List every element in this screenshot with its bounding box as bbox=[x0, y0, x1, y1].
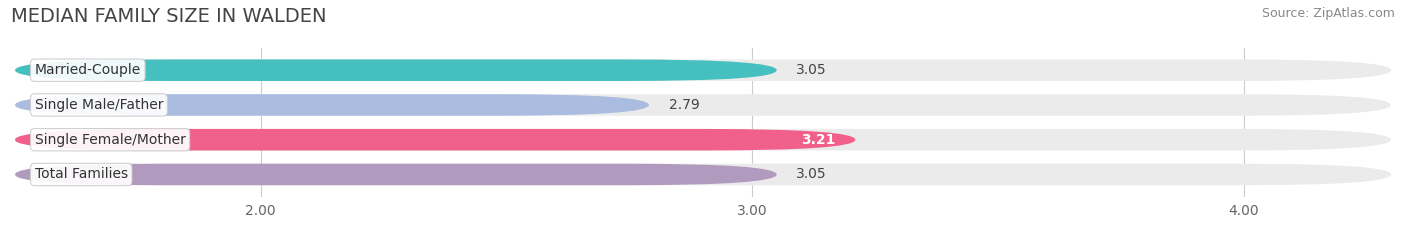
FancyBboxPatch shape bbox=[15, 129, 855, 151]
Text: Single Female/Mother: Single Female/Mother bbox=[35, 133, 186, 147]
FancyBboxPatch shape bbox=[15, 164, 776, 185]
FancyBboxPatch shape bbox=[15, 129, 1391, 151]
FancyBboxPatch shape bbox=[15, 59, 1391, 81]
Text: 2.79: 2.79 bbox=[669, 98, 699, 112]
Text: 3.05: 3.05 bbox=[796, 63, 827, 77]
Text: 3.21: 3.21 bbox=[801, 133, 835, 147]
Text: Married-Couple: Married-Couple bbox=[35, 63, 141, 77]
Text: Single Male/Father: Single Male/Father bbox=[35, 98, 163, 112]
FancyBboxPatch shape bbox=[15, 94, 650, 116]
Text: Source: ZipAtlas.com: Source: ZipAtlas.com bbox=[1261, 7, 1395, 20]
Text: Total Families: Total Families bbox=[35, 168, 128, 182]
FancyBboxPatch shape bbox=[15, 164, 1391, 185]
FancyBboxPatch shape bbox=[15, 59, 776, 81]
Text: 3.05: 3.05 bbox=[796, 168, 827, 182]
Text: MEDIAN FAMILY SIZE IN WALDEN: MEDIAN FAMILY SIZE IN WALDEN bbox=[11, 7, 326, 26]
FancyBboxPatch shape bbox=[15, 94, 1391, 116]
